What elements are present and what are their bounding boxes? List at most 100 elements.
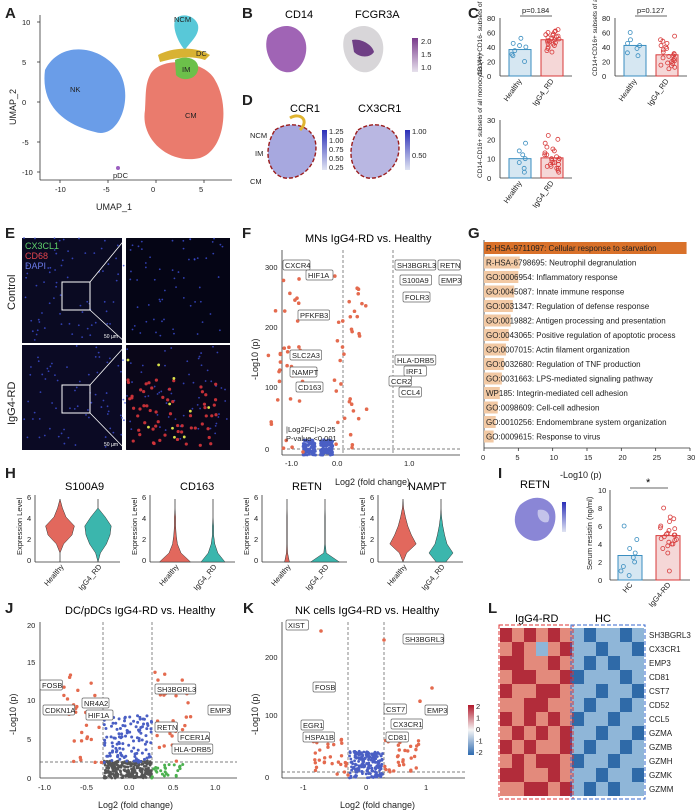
k-gene-label: FOSB [315,683,335,692]
d-leg1-0: 1.25 [329,127,344,136]
umap-cluster-ncm [174,15,199,51]
l-cell [572,628,584,642]
c-ytick: 60 [602,29,610,38]
l-cell [632,782,644,796]
c-point [628,37,633,43]
i-point [630,555,636,560]
c-ylabel: CD14+CD16+ subsets of all monocytes (%) [592,0,599,76]
l-cell [560,726,572,740]
l-cell [584,712,596,726]
g-xtick: 15 [584,453,592,462]
i-point [618,568,624,574]
j-gene-label: FOSB [42,681,62,690]
l-cell [536,768,548,782]
l-cell [560,768,572,782]
h-ytick: 6 [254,493,258,502]
umap-label-pdc: pDC [113,171,129,180]
l-cell [632,628,644,642]
umap-xtick: 5 [199,185,203,194]
l-cell [620,768,632,782]
l-cell [560,740,572,754]
h-ytick: 6 [27,493,31,502]
c-point [542,152,548,158]
l-cell [584,782,596,796]
i-point [665,550,671,556]
g-bar [484,387,500,399]
l-cell [572,712,584,726]
l-cell [548,782,560,796]
f-gene-label: EMP3 [441,276,461,285]
h-ytick: 4 [254,514,258,523]
h-violin [284,499,290,563]
l-cell [596,670,608,684]
umap-label-ncm: NCM [174,15,191,24]
umap-label-im: IM [182,65,190,74]
i-xcat: HC [621,580,635,595]
l-gene-label: GZMK [649,771,673,780]
panel-label-b: B [242,5,253,22]
i-ytick: 2 [598,558,602,567]
i-point [671,516,677,522]
i-ytick: 10 [598,486,606,495]
l-cell [536,754,548,768]
j-xtick: 0.0 [124,783,134,792]
j-ytick: 20 [27,621,35,630]
l-cell [500,642,512,656]
c-point [625,50,630,56]
l-cell [584,642,596,656]
k-xtick: 0 [364,783,368,792]
l-cell [500,656,512,670]
g-bar [484,300,513,312]
j-gene-label: HLA-DRB5 [174,745,211,754]
panel-label-k: K [243,600,254,617]
c-ytick: 0 [602,72,606,81]
c-ytick: 20 [602,58,610,67]
i-point [672,526,678,532]
l-cell [620,782,632,796]
l-gene-label: EMP3 [649,659,671,668]
panel-a-umap: NK CM NCM DC IM pDC UMAP_1 UMAP_2 -10 -5 0… [8,15,232,212]
h-ytick: 2 [142,535,146,544]
i-bar [655,535,681,581]
i-point [620,564,626,569]
c-xcat: Healthy [502,179,524,205]
g-term-label: GO:0031663: LPS-mediated signaling pathw… [486,375,653,384]
l-cell [524,642,536,656]
g-xtick: 5 [515,453,519,462]
c-ylabel: CD14++CD16- subsets of all monocytes (%) [477,0,484,76]
g-bar [484,242,687,254]
h-ytick: 0 [370,556,374,565]
l-group-igg4: IgG4-RD [515,613,558,625]
b-title-cd14: CD14 [285,9,313,21]
l-cell [608,754,620,768]
i-umap-title: RETN [520,479,550,491]
g-term-label: GO:0045087: Innate immune response [486,288,625,297]
k-ytick: 0 [265,773,269,782]
i-point [632,550,638,556]
g-xtick: 10 [550,453,558,462]
c-point [556,169,562,175]
h-ytick: 2 [254,535,258,544]
l-cell [548,740,560,754]
g-bar [484,343,506,356]
h-ylabel: Expression Level [130,498,139,555]
l-cell [620,670,632,684]
h-xcat: Healthy [157,562,180,587]
l-cell [584,740,596,754]
g-term-label: GO:0009615: Response to virus [486,433,600,442]
k-gene-label: EGR1 [303,721,323,730]
panel-label-d: D [242,92,253,109]
panel-f-volcano: MNs IgG4-RD vs. Healthy -1.0 0.0 1.0 300 200… [250,233,462,487]
j-gene-label: RETN [157,723,177,732]
l-cell [632,740,644,754]
d-title-cx3cr1: CX3CR1 [358,103,401,115]
k-legend-tick: 1 [476,714,480,723]
f-xtick: -1.0 [285,459,298,468]
c-point [544,152,550,158]
l-cell [632,656,644,670]
i-ytick: 6 [598,522,602,531]
c-pvalue: p=0.127 [637,6,664,15]
j-xtick: -1.0 [38,783,51,792]
